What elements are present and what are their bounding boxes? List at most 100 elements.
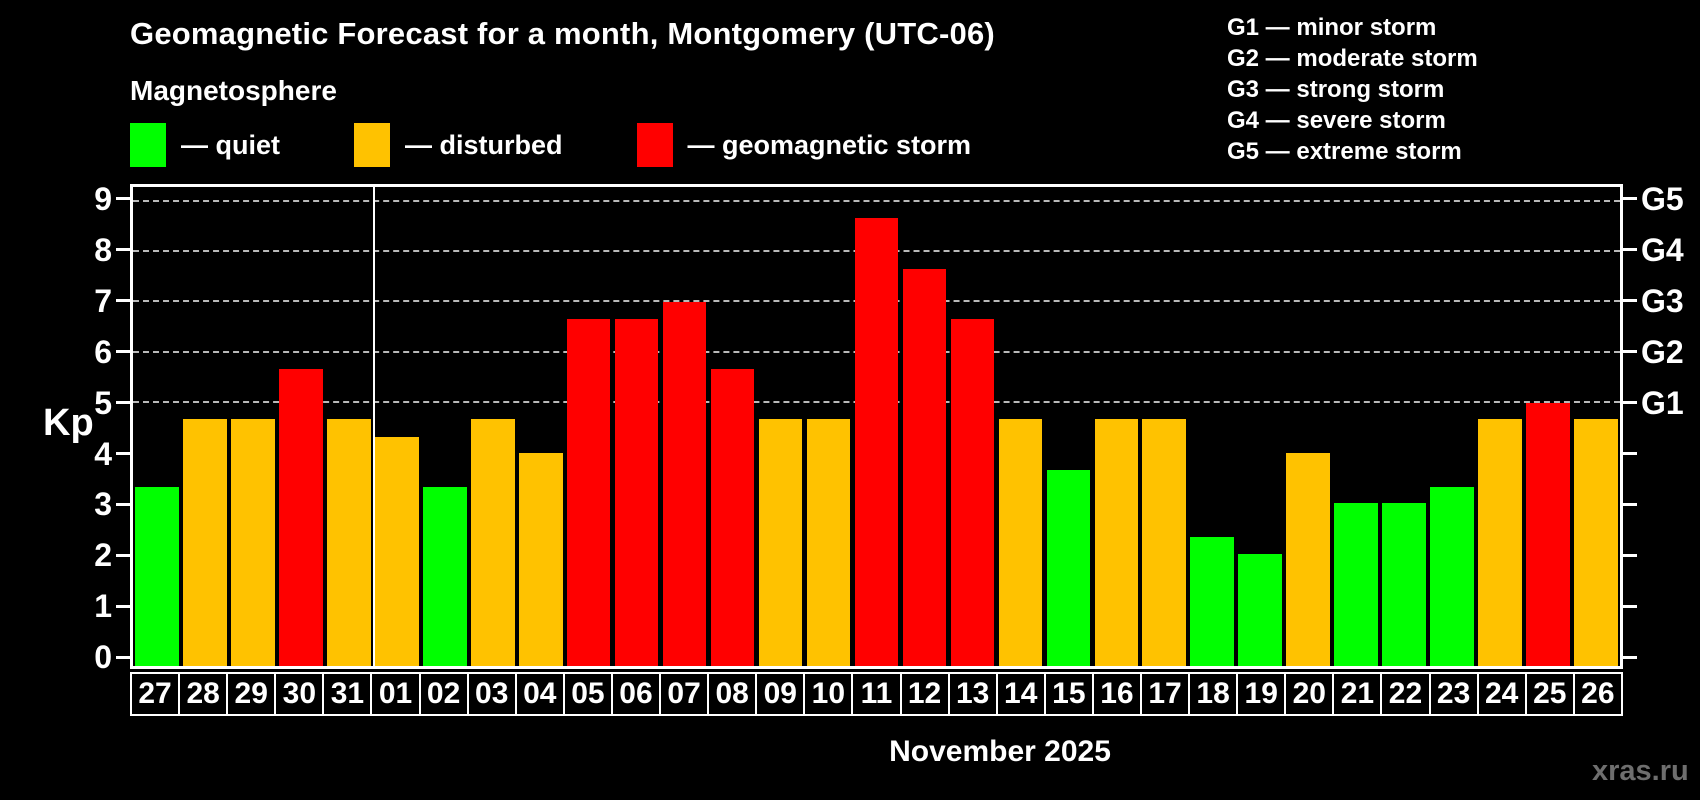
storm-color-swatch (636, 123, 673, 167)
watermark: xras.ru (1592, 755, 1689, 787)
day-label-15: 15 (1043, 672, 1094, 716)
legend-item-storm: — geomagnetic storm (636, 123, 972, 167)
day-label-22: 22 (1380, 672, 1431, 716)
storm-scale-item-g5: G5 — extreme storm (1227, 138, 1462, 165)
storm-scale-item-g1: G1 — minor storm (1227, 14, 1437, 41)
legend-item-disturbed: — disturbed (354, 123, 563, 167)
bar-day-26 (1574, 419, 1618, 666)
bar-day-06 (614, 318, 659, 666)
quiet-color-swatch (130, 123, 166, 167)
storm-scale-item-g3: G3 — strong storm (1227, 76, 1445, 103)
bar-day-14 (998, 419, 1043, 666)
bar-slot-20 (1284, 187, 1332, 666)
y-tick-right-0 (1623, 655, 1637, 659)
legend-label-storm: — geomagnetic storm (687, 129, 972, 160)
bar-slot-12 (900, 187, 948, 666)
day-label-13: 13 (947, 672, 998, 716)
day-label-10: 10 (803, 672, 854, 716)
y-tick-label-8: 8 (94, 231, 112, 268)
bar-day-01 (374, 436, 419, 666)
y-tick-right-5 (1623, 401, 1637, 405)
y-tick-label-5: 5 (94, 384, 112, 421)
bar-day-19 (1238, 553, 1283, 666)
y-tick-right-7 (1623, 299, 1637, 303)
bar-slot-05 (565, 187, 613, 666)
g-scale-label-g1: G1 (1641, 384, 1684, 421)
day-label-06: 06 (610, 672, 662, 716)
bar-day-20 (1286, 453, 1330, 666)
bar-day-03 (470, 419, 515, 666)
bar-slot-28 (181, 187, 229, 666)
y-tick-right-1 (1623, 604, 1637, 608)
day-label-17: 17 (1139, 672, 1191, 716)
plot-area (130, 184, 1623, 669)
y-tick-label-2: 2 (94, 537, 112, 574)
day-label-11: 11 (851, 672, 902, 716)
y-tick-left-9 (116, 197, 130, 201)
day-label-08: 08 (707, 672, 758, 716)
bar-day-08 (710, 369, 755, 666)
bar-slot-19 (1236, 187, 1284, 666)
day-label-07: 07 (659, 672, 710, 716)
day-label-24: 24 (1476, 672, 1527, 716)
g-scale-label-g2: G2 (1641, 333, 1684, 370)
bar-slot-11 (853, 187, 901, 666)
bar-slot-04 (517, 187, 565, 666)
bar-day-29 (231, 419, 275, 666)
bar-slot-30 (277, 187, 325, 666)
y-tick-right-4 (1623, 452, 1637, 456)
day-label-05: 05 (562, 672, 613, 716)
bar-slot-22 (1380, 187, 1428, 666)
bar-slot-09 (757, 187, 805, 666)
chart-subtitle: Magnetosphere (130, 75, 337, 106)
y-tick-left-1 (116, 604, 130, 608)
bar-day-11 (854, 218, 899, 666)
y-tick-left-6 (116, 350, 130, 354)
legend-label-disturbed: — disturbed (405, 129, 563, 160)
y-tick-left-5 (116, 401, 130, 405)
bar-day-28 (183, 419, 227, 666)
day-label-29: 29 (226, 672, 277, 716)
bar-day-12 (902, 268, 947, 666)
bar-slot-17 (1140, 187, 1188, 666)
g-scale-label-g4: G4 (1641, 231, 1684, 268)
day-label-09: 09 (755, 672, 806, 716)
y-tick-label-1: 1 (94, 588, 112, 625)
bar-slot-02 (421, 187, 469, 666)
bar-slot-13 (948, 187, 996, 666)
y-tick-right-3 (1623, 502, 1637, 506)
y-tick-label-0: 0 (94, 639, 112, 676)
bar-day-02 (422, 486, 467, 666)
storm-scale-legend: G1 — minor storm G2 — moderate storm G3 … (1227, 12, 1478, 167)
y-tick-right-2 (1623, 553, 1637, 557)
day-label-21: 21 (1332, 672, 1383, 716)
y-tick-left-7 (116, 299, 130, 303)
day-label-19: 19 (1236, 672, 1287, 716)
bar-slot-06 (613, 187, 661, 666)
day-label-03: 03 (466, 672, 517, 716)
bar-slot-01 (373, 187, 421, 666)
bar-day-31 (327, 419, 371, 666)
bar-slot-25 (1524, 187, 1572, 666)
month-divider-line (372, 187, 375, 666)
bar-day-21 (1334, 503, 1378, 666)
disturbed-color-swatch (354, 123, 390, 167)
x-axis-month-label: November 2025 (889, 735, 1111, 768)
y-tick-label-7: 7 (94, 282, 112, 319)
day-label-18: 18 (1188, 672, 1239, 716)
bar-slot-26 (1572, 187, 1620, 666)
day-label-25: 25 (1524, 672, 1575, 716)
x-axis-day-labels: 27 28 29 30 31 01 02 03 04 05 06 07 08 09 10 11 12 13 14 15… (130, 672, 1623, 716)
y-tick-label-9: 9 (94, 180, 112, 217)
day-label-28: 28 (178, 672, 229, 716)
y-axis-label: Kp (43, 402, 94, 444)
day-label-01: 01 (370, 672, 421, 716)
bar-day-05 (566, 318, 611, 666)
bar-day-18 (1190, 537, 1235, 666)
day-label-14: 14 (995, 672, 1046, 716)
bar-day-24 (1478, 419, 1522, 666)
bar-slot-14 (996, 187, 1044, 666)
bar-day-25 (1526, 402, 1570, 666)
gridline-g5 (133, 199, 1620, 202)
